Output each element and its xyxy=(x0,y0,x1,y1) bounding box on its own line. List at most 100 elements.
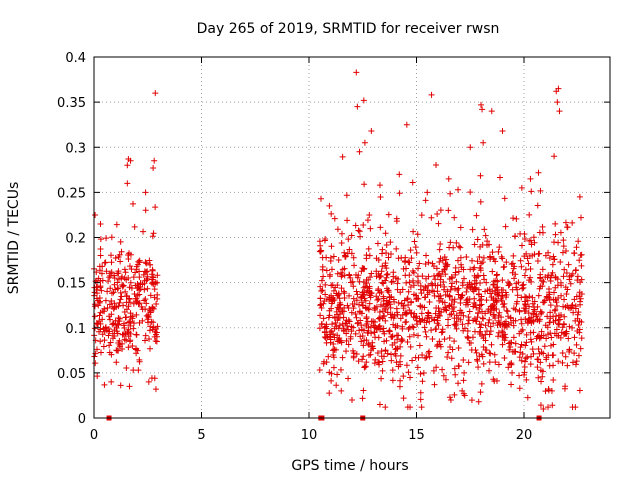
data-point xyxy=(510,252,517,259)
data-point xyxy=(480,315,487,322)
data-point xyxy=(429,287,436,294)
data-point xyxy=(403,318,410,325)
data-point xyxy=(404,338,411,345)
x-tick-label: 10 xyxy=(301,428,318,443)
data-point xyxy=(550,341,557,348)
data-point xyxy=(552,317,559,324)
data-point xyxy=(321,358,328,365)
data-point xyxy=(106,342,113,349)
data-point xyxy=(507,314,514,321)
data-point xyxy=(451,296,458,303)
data-point xyxy=(124,162,131,169)
data-point xyxy=(328,370,335,377)
data-point xyxy=(134,292,141,299)
data-point xyxy=(547,309,554,316)
data-point xyxy=(387,239,394,246)
data-point xyxy=(385,211,392,218)
data-point xyxy=(97,338,104,345)
data-point xyxy=(483,346,490,353)
data-point xyxy=(524,394,531,401)
data-point xyxy=(145,319,152,326)
data-point xyxy=(330,364,337,371)
data-point xyxy=(388,351,395,358)
data-point xyxy=(544,313,551,320)
data-point xyxy=(115,321,122,328)
data-point xyxy=(402,311,409,318)
y-axis-label: SRMTID / TECUs xyxy=(6,182,22,295)
data-point xyxy=(554,282,561,289)
data-point xyxy=(438,329,445,336)
data-point xyxy=(499,277,506,284)
data-point xyxy=(578,262,585,269)
data-point xyxy=(151,328,158,335)
data-point xyxy=(571,250,578,257)
data-point xyxy=(447,286,454,293)
data-point xyxy=(346,292,353,299)
data-point xyxy=(433,161,440,168)
data-point xyxy=(553,313,560,320)
data-point xyxy=(136,356,143,363)
data-point xyxy=(461,369,468,376)
data-point xyxy=(488,108,495,115)
data-point xyxy=(115,285,122,292)
data-point xyxy=(490,256,497,263)
data-point xyxy=(417,396,424,403)
data-point xyxy=(570,309,577,316)
data-point xyxy=(99,316,106,323)
data-point xyxy=(535,345,542,352)
data-point xyxy=(130,325,137,332)
data-point xyxy=(403,279,410,286)
data-point xyxy=(437,292,444,299)
data-point xyxy=(478,101,484,108)
data-point xyxy=(518,184,525,191)
data-point xyxy=(415,354,422,361)
data-point xyxy=(549,261,556,268)
data-point xyxy=(535,356,542,363)
data-point xyxy=(125,255,132,262)
data-point xyxy=(140,228,147,235)
data-point xyxy=(543,356,550,363)
data-point xyxy=(547,302,554,309)
y-tick-label: 0.1 xyxy=(65,322,86,337)
data-point xyxy=(502,322,509,329)
data-point xyxy=(449,346,456,353)
data-point xyxy=(522,355,529,362)
data-point xyxy=(521,371,528,378)
data-point xyxy=(521,358,528,365)
data-point xyxy=(552,306,559,313)
data-point xyxy=(463,297,470,304)
data-point xyxy=(366,212,373,219)
data-point xyxy=(564,302,571,309)
data-point xyxy=(560,273,567,280)
data-point xyxy=(360,284,367,291)
data-point xyxy=(382,404,389,411)
data-point xyxy=(422,261,429,268)
data-point xyxy=(530,329,537,336)
data-point xyxy=(571,334,578,341)
data-point xyxy=(539,229,546,236)
data-point xyxy=(122,314,129,321)
data-point xyxy=(545,331,552,338)
data-point xyxy=(540,350,547,357)
data-point xyxy=(339,320,346,327)
data-point xyxy=(446,292,453,299)
data-point xyxy=(505,279,512,286)
data-point xyxy=(429,335,436,342)
data-point xyxy=(127,157,134,164)
data-point xyxy=(404,295,411,302)
data-point xyxy=(382,317,389,324)
data-point xyxy=(503,307,510,314)
data-point xyxy=(126,383,133,390)
data-point xyxy=(95,275,102,282)
data-point xyxy=(93,346,100,353)
data-point xyxy=(154,272,161,279)
data-point xyxy=(390,296,397,303)
data-point xyxy=(424,189,431,196)
data-point xyxy=(445,349,452,356)
data-point xyxy=(406,333,413,340)
data-point xyxy=(119,331,126,338)
data-point xyxy=(470,266,477,273)
data-point xyxy=(150,165,157,172)
data-point xyxy=(358,338,365,345)
data-point xyxy=(348,323,355,330)
